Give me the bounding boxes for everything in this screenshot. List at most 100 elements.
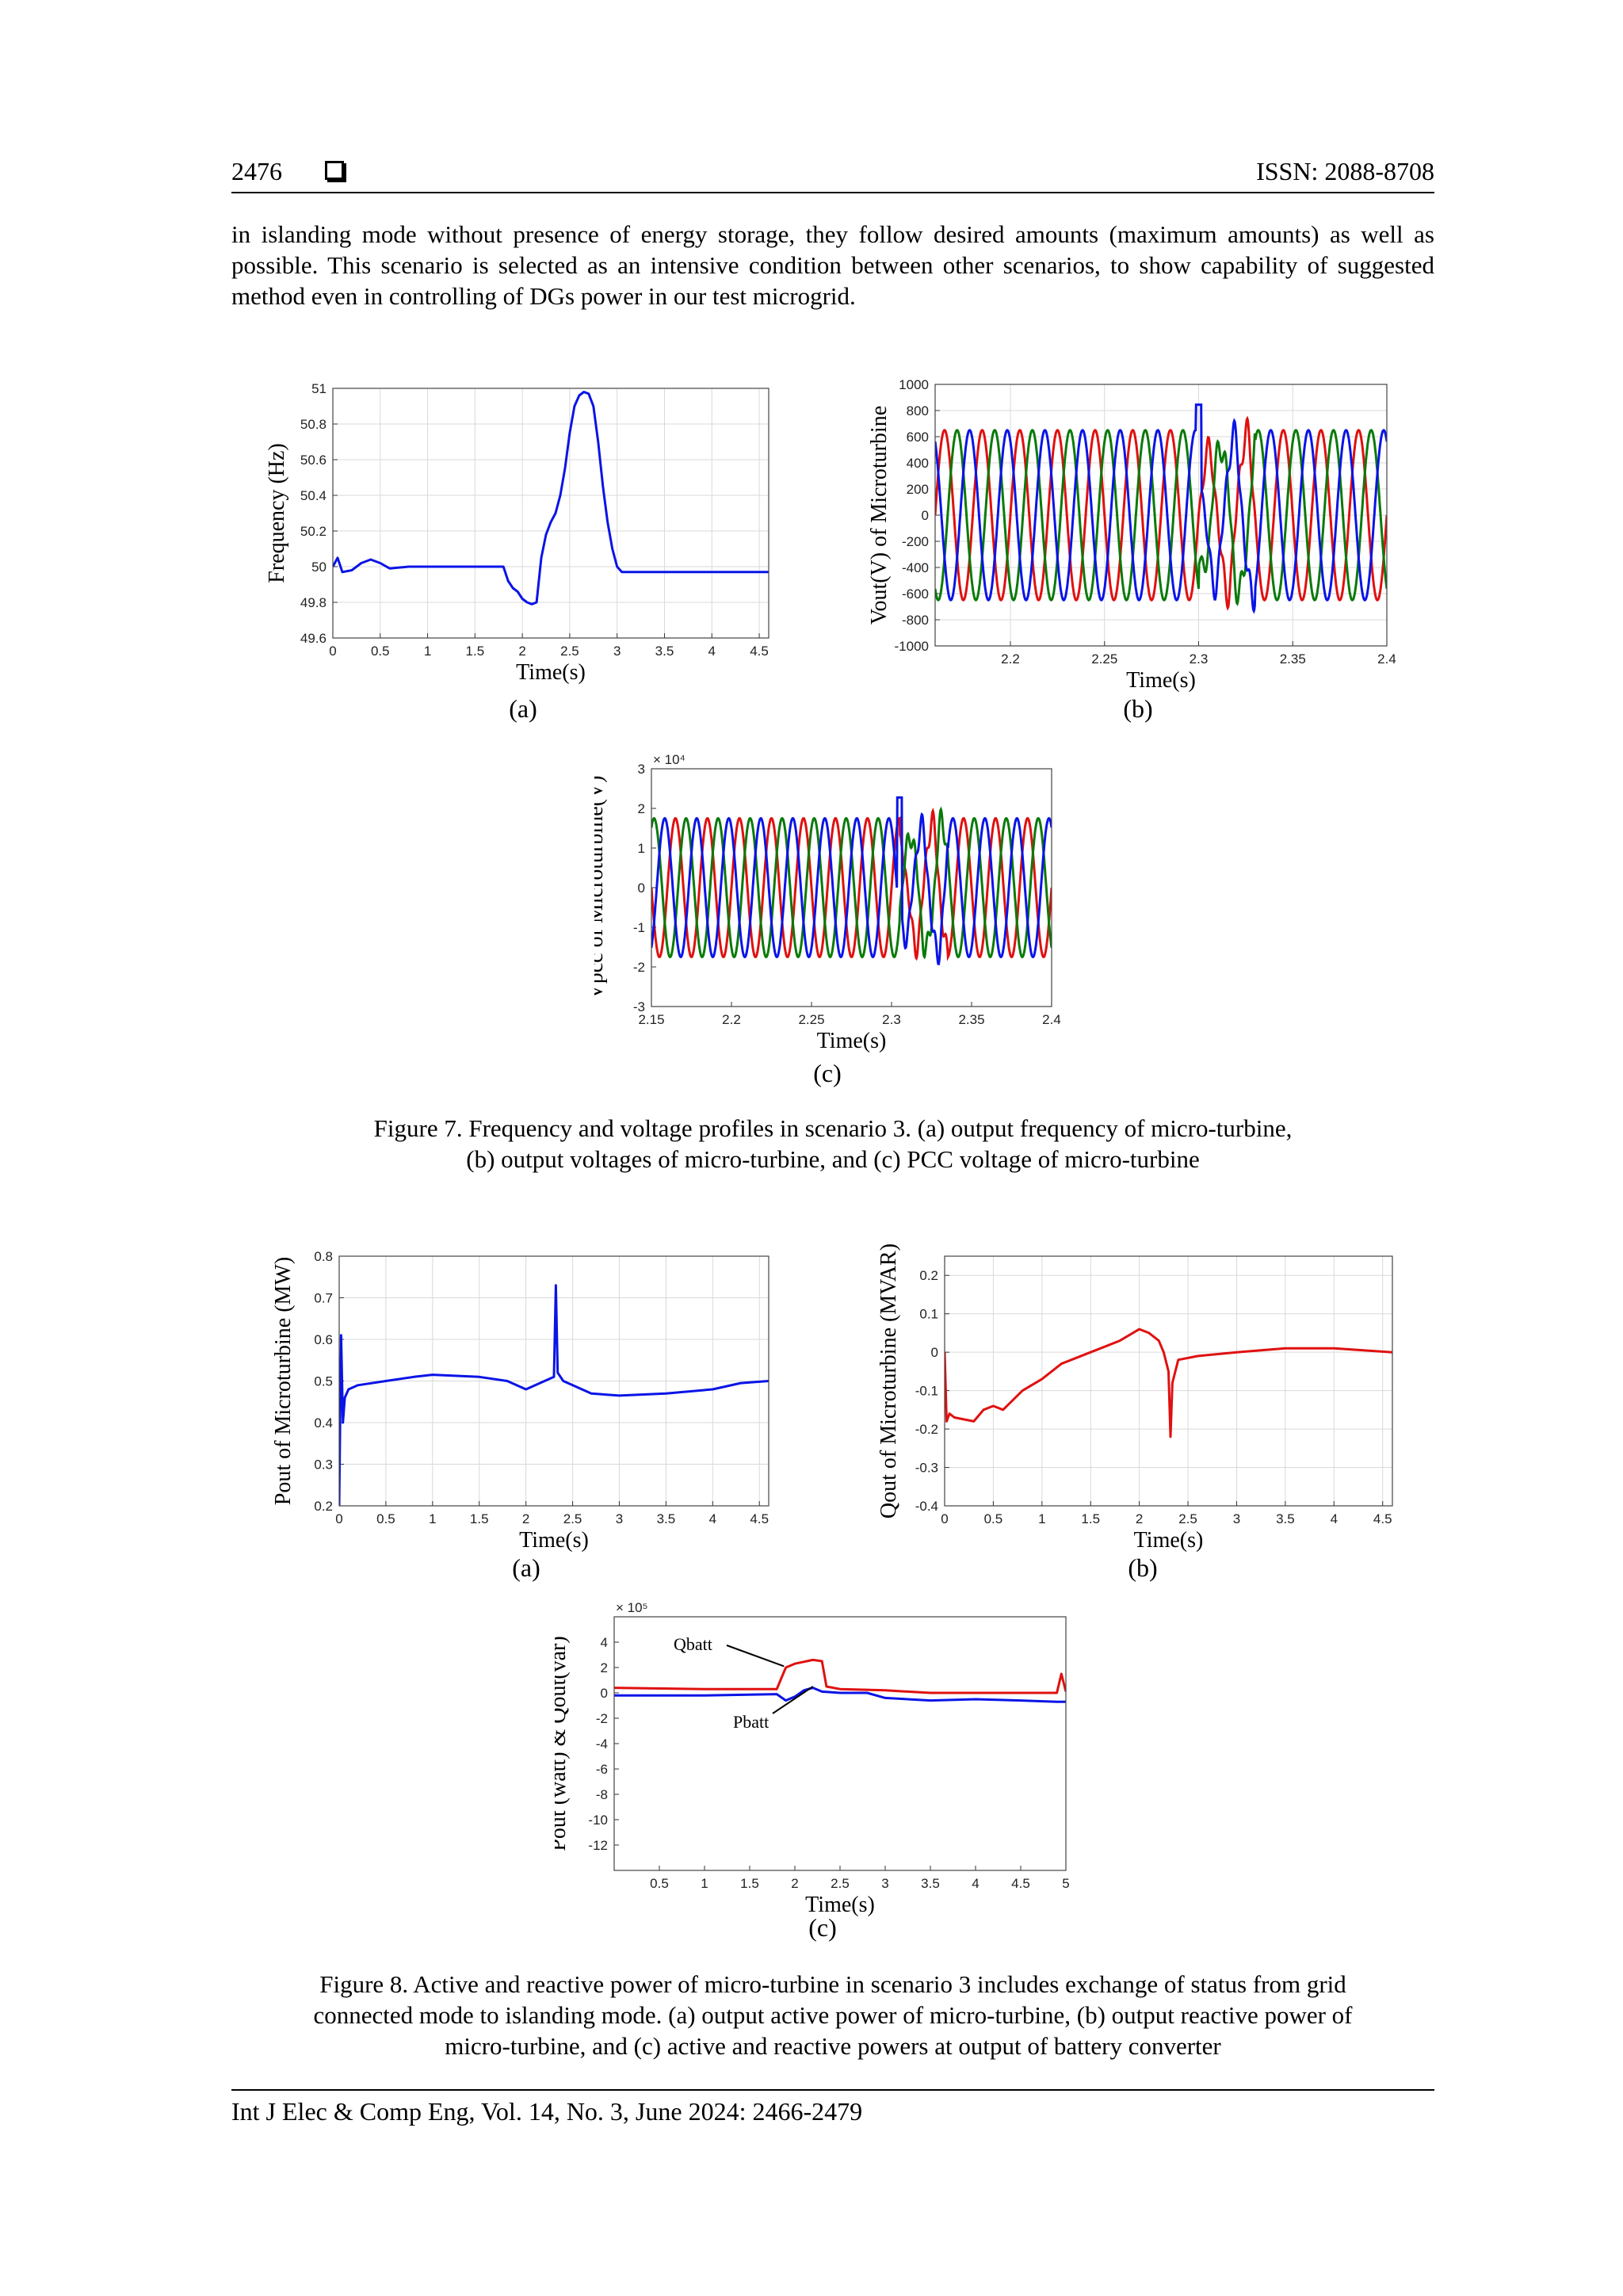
x-tick-label: 2.35 (958, 1012, 984, 1027)
x-tick-label: 2.4 (1042, 1012, 1061, 1027)
x-axis-label: Time(s) (519, 1528, 589, 1553)
y-tick-label: 4 (601, 1635, 608, 1650)
issn-label: ISSN: 2088-8708 (1256, 157, 1434, 185)
plot-frame (934, 384, 1388, 647)
x-tick-label: 2 (791, 1876, 798, 1891)
y-tick-label: 50.6 (300, 453, 327, 468)
fig8a-label: (a) (512, 1553, 540, 1582)
fig7-caption-line1: Figure 7. Frequency and voltage profiles… (373, 1114, 1293, 1142)
fig7-caption-line2: (b) output voltages of micro-turbine, an… (466, 1145, 1200, 1173)
footer-citation: Int J Elec & Comp Eng, Vol. 14, No. 3, J… (231, 2097, 863, 2126)
x-tick-label: 2.35 (1280, 651, 1306, 667)
y-tick-label: 50 (311, 560, 327, 575)
fig7a-label: (a) (509, 694, 537, 723)
y-tick-label: -12 (588, 1838, 608, 1853)
phase-wave-blue (651, 796, 1052, 966)
x-tick-label: 2.5 (831, 1876, 850, 1891)
x-tick-label: 3.5 (921, 1876, 940, 1891)
x-tick-label: 0.5 (376, 1511, 395, 1526)
x-axis-label: Time(s) (805, 1893, 875, 1917)
x-tick-label: 1 (701, 1876, 708, 1891)
y-tick-label: 3 (638, 762, 645, 777)
x-tick-label: 0.5 (650, 1876, 669, 1891)
y-tick-label: 49.6 (300, 631, 327, 646)
x-tick-label: 5 (1062, 1876, 1069, 1891)
y-tick-label: 0.2 (314, 1499, 333, 1514)
y-tick-label: -3 (633, 999, 645, 1014)
x-tick-label: 1 (424, 644, 431, 659)
y-axis-label: Vout(V) of Microturbine (867, 406, 892, 625)
x-axis-label: Time(s) (817, 1029, 887, 1053)
y-tick-label: 2 (638, 801, 645, 816)
y-axis-label: Pout of Microturbine (MW) (271, 1257, 296, 1505)
fig8-caption-line1: Figure 8. Active and reactive power of m… (319, 1970, 1346, 1998)
header-rule (231, 192, 1434, 193)
x-tick-label: 2.5 (560, 644, 579, 659)
x-tick-label: 2 (522, 1511, 529, 1526)
y-tick-label: 400 (907, 456, 929, 471)
y-tick-label: -8 (596, 1787, 608, 1802)
x-tick-label: 4.5 (1011, 1876, 1030, 1891)
x-tick-label: 4 (1331, 1511, 1338, 1526)
plot-frame (651, 768, 1052, 1007)
y-tick-label: 2 (601, 1660, 608, 1675)
plot-frame (944, 1255, 1393, 1507)
y-tick-label: 51 (311, 381, 327, 396)
x-tick-label: 4.5 (1373, 1511, 1392, 1526)
fig8-caption-line3: micro-turbine, and (c) active and reacti… (445, 2032, 1221, 2060)
y-tick-label: -0.3 (915, 1461, 938, 1476)
x-tick-label: 2.3 (882, 1012, 901, 1027)
x-tick-label: 2.2 (722, 1012, 741, 1027)
y-tick-label: 0.7 (314, 1291, 333, 1306)
y-tick-label: -400 (902, 560, 929, 575)
y-tick-label: 0.4 (314, 1415, 333, 1431)
x-tick-label: 1.5 (470, 1511, 489, 1526)
y-tick-label: 0.3 (314, 1457, 333, 1473)
y-axis-label: Frequency (Hz) (265, 443, 289, 583)
fig7a-chart: 0 0.5 1 1.5 2 2.5 3 3.5 4 4.5 49.6 49.8 50 50.2 50.4 50… (265, 381, 769, 685)
y-tick-label: 200 (907, 482, 929, 497)
annotation-pbatt: Pbatt (733, 1712, 769, 1732)
y-tick-label: 50.4 (300, 488, 327, 503)
x-tick-label: 0.5 (371, 644, 390, 659)
y-tick-label: 0.8 (314, 1249, 333, 1264)
y-axis-label: Qout of Microturbine (MVAR) (876, 1244, 901, 1519)
axis-multiplier: × 10⁵ (616, 1601, 648, 1615)
x-tick-label: 3.5 (657, 1511, 676, 1526)
x-tick-label: 4 (708, 644, 716, 659)
phase-wave-red (935, 415, 1387, 611)
fig7b-label: (b) (1123, 694, 1153, 723)
y-tick-label: -2 (596, 1711, 608, 1726)
y-tick-label: 600 (907, 430, 929, 445)
intro-paragraph: in islanding mode without presence of en… (231, 220, 1434, 310)
series-line-blue (614, 1687, 1066, 1703)
fig8c-chart: 0.5 1 1.5 2 2.5 3 3.5 4 4.5 5 -12 -10 -8 -6 -4 -2 0 2 4 Tim… (555, 1601, 1070, 1917)
fig8b-label: (b) (1128, 1553, 1158, 1582)
fig8-caption-line2: connected mode to islanding mode. (a) ou… (313, 2001, 1353, 2029)
x-tick-label: 3 (616, 1511, 623, 1526)
fig7c-chart: 2.15 2.2 2.25 2.3 2.35 2.4 -3 -2 -1 0 1 2 3 Time(s) Vp… (594, 752, 1061, 1053)
y-tick-label: -2 (633, 960, 645, 975)
x-tick-label: 3 (613, 644, 621, 659)
plot-frame (338, 1255, 769, 1507)
x-tick-label: 0.5 (984, 1511, 1003, 1526)
x-tick-label: 2.25 (1091, 651, 1117, 667)
x-tick-label: 1 (429, 1511, 436, 1526)
y-tick-label: 1000 (899, 377, 929, 392)
y-tick-label: 0.5 (314, 1374, 333, 1389)
x-tick-label: 2.2 (1001, 651, 1020, 667)
y-tick-label: 0 (931, 1345, 938, 1360)
x-tick-label: 0 (329, 644, 336, 659)
y-tick-label: -10 (588, 1813, 608, 1828)
x-axis-label: Time(s) (1126, 668, 1196, 693)
y-axis-label: Pout (watt) & Qout(var) (555, 1636, 571, 1851)
y-tick-label: 0.1 (919, 1307, 938, 1322)
x-axis-label: Time(s) (1134, 1528, 1204, 1553)
x-tick-label: 3.5 (655, 644, 674, 659)
x-tick-label: 0 (335, 1511, 342, 1526)
x-tick-label: 3.5 (1276, 1511, 1295, 1526)
x-tick-label: 2.5 (1178, 1511, 1197, 1526)
y-tick-label: 49.8 (300, 595, 327, 610)
y-tick-label: 50.2 (300, 524, 327, 539)
x-tick-label: 1 (1038, 1511, 1045, 1526)
